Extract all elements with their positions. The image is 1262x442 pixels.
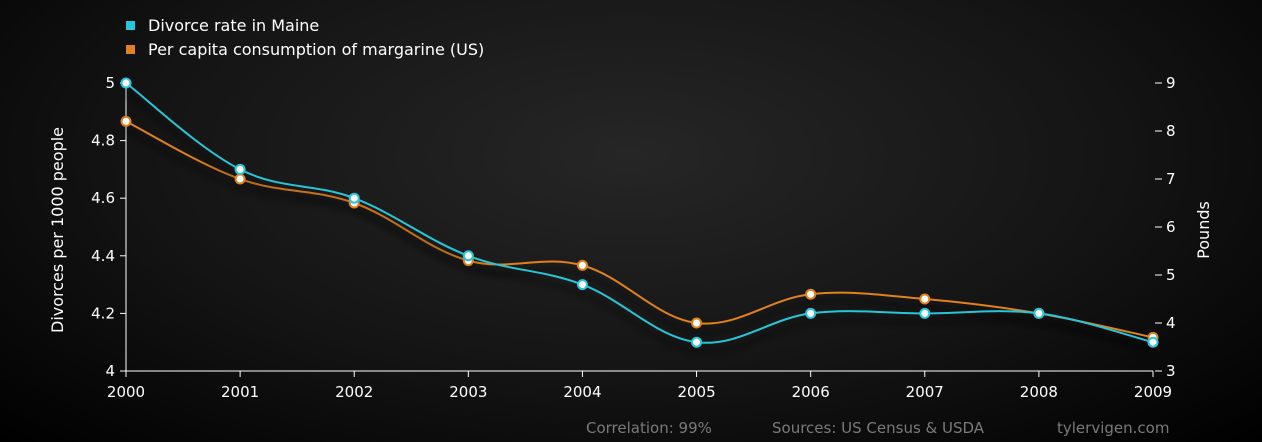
legend-swatch-margarine: [126, 45, 135, 54]
footer-site-link[interactable]: tylervigen.com: [1057, 419, 1169, 437]
x-tick-label: 2001: [221, 383, 259, 401]
y-tick-label-right: 9: [1166, 74, 1176, 92]
series-layer: [120, 77, 1159, 348]
y-tick-label-right: 6: [1166, 218, 1176, 236]
data-point-divorce: [462, 250, 474, 262]
data-point-divorce: [805, 307, 817, 319]
y-tick-label-right: 7: [1166, 170, 1176, 188]
y-tick-label-left: 4: [105, 362, 115, 380]
footer-correlation: Correlation: 99%: [586, 419, 712, 437]
data-point-margarine: [805, 288, 817, 300]
y-axis-title-left: Divorces per 1000 people: [48, 127, 67, 333]
data-point-divorce: [1147, 336, 1159, 348]
y-tick-label-right: 5: [1166, 266, 1176, 284]
footer-sources: Sources: US Census & USDA: [772, 419, 985, 437]
data-point-margarine: [576, 259, 588, 271]
y-tick-label-left: 4.8: [91, 132, 115, 150]
legend: Divorce rate in Maine Per capita consump…: [126, 16, 484, 59]
x-tick-label: 2008: [1020, 383, 1058, 401]
series-line-margarine: [125, 120, 1154, 339]
x-tick-label: 2000: [107, 383, 145, 401]
data-point-margarine: [691, 317, 703, 329]
y-tick-label-right: 3: [1166, 362, 1176, 380]
x-tick-label: 2003: [449, 383, 487, 401]
y-tick-label-left: 4.4: [91, 247, 115, 265]
x-tick-label: 2005: [677, 383, 715, 401]
y-axis-title-right: Pounds: [1194, 201, 1213, 259]
x-tick-label: 2002: [335, 383, 373, 401]
legend-label-margarine: Per capita consumption of margarine (US): [148, 40, 484, 59]
data-point-divorce: [234, 163, 246, 175]
data-point-margarine: [234, 173, 246, 185]
legend-swatch-divorce: [126, 21, 135, 30]
x-tick-label: 2004: [563, 383, 601, 401]
y-tick-label-left: 5: [105, 74, 115, 92]
footer: Correlation: 99% Sources: US Census & US…: [586, 419, 1169, 437]
data-point-divorce: [1033, 307, 1045, 319]
y-tick-label-right: 8: [1166, 122, 1176, 140]
y-tick-label-left: 4.6: [91, 189, 115, 207]
x-tick-label: 2007: [906, 383, 944, 401]
x-tick-label: 2009: [1134, 383, 1172, 401]
series-line-divorce: [125, 82, 1154, 344]
data-point-divorce: [120, 77, 132, 89]
data-point-divorce: [691, 336, 703, 348]
data-point-divorce: [919, 307, 931, 319]
axes: 4 4.2 4.4 4.6 4.8 5 3 4 5 6 7 8 9 2000 2001 2002 2003 200…: [91, 74, 1175, 401]
data-point-margarine: [120, 115, 132, 127]
data-point-divorce: [576, 279, 588, 291]
x-tick-label: 2006: [792, 383, 830, 401]
data-point-divorce: [348, 192, 360, 204]
legend-label-divorce: Divorce rate in Maine: [148, 16, 319, 35]
y-tick-label-right: 4: [1166, 314, 1176, 332]
data-point-margarine: [919, 293, 931, 305]
y-tick-label-left: 4.2: [91, 304, 115, 322]
